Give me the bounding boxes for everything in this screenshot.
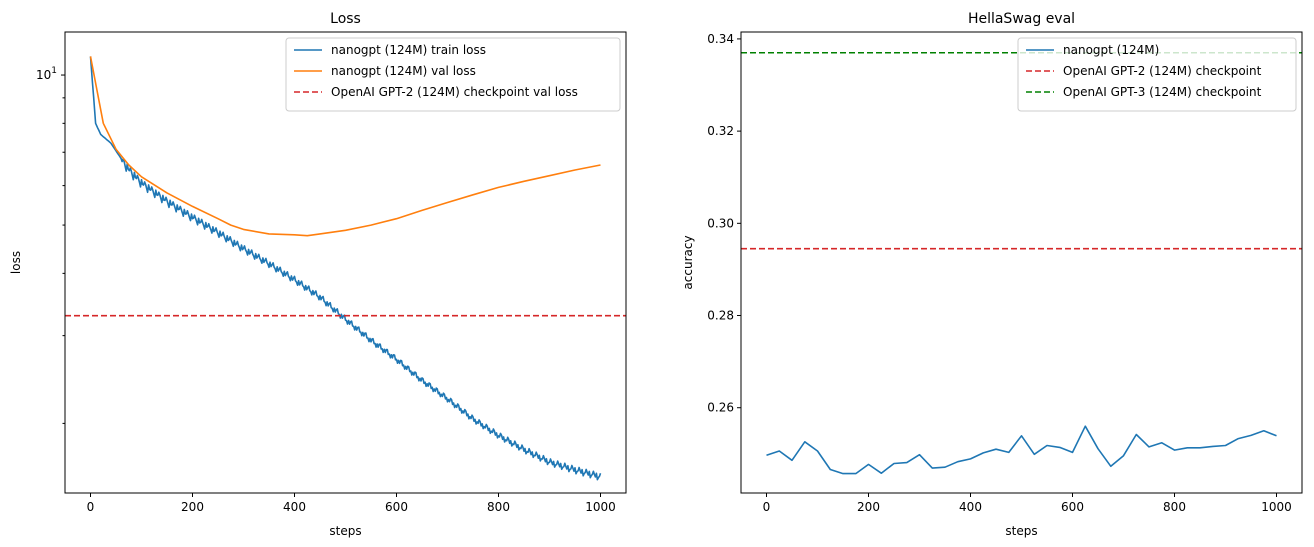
hellaswag-chart: HellaSwag eval 0 200 400 600 800 1000 0.26 0.28… [681,11,1303,538]
loss-chart-title: Loss [330,11,361,27]
hellaswag-ylabel: accuracy [681,235,695,289]
loss-xtick-label: 1000 [585,500,616,514]
loss-xtick-label: 200 [181,500,204,514]
loss-ylabel: loss [9,251,23,274]
loss-ytick-label: 101 [36,66,57,82]
hellaswag-legend-label: OpenAI GPT-2 (124M) checkpoint [1063,64,1262,78]
hellaswag-ytick-label: 0.34 [707,32,734,46]
hellaswag-xtick-label: 400 [959,500,982,514]
hellaswag-series-nanogpt-124m [766,425,1277,475]
loss-xtick-label: 0 [87,500,95,514]
hellaswag-legend-label: OpenAI GPT-3 (124M) checkpoint [1063,85,1262,99]
hellaswag-ytick-label: 0.28 [707,309,734,323]
loss-plot-area [65,56,626,481]
loss-xlabel: steps [329,524,361,538]
loss-axes-frame [64,31,627,494]
loss-xtick-label: 600 [385,500,408,514]
hellaswag-xlabel: steps [1005,524,1037,538]
loss-legend-label: OpenAI GPT-2 (124M) checkpoint val loss [331,85,578,99]
loss-series-nanogpt-124m-val-loss [89,56,601,237]
loss-series-nanogpt-124m-train-loss [89,56,602,481]
loss-xtick-label: 800 [487,500,510,514]
hellaswag-plot-area [741,51,1302,475]
hellaswag-ytick-label: 0.26 [707,401,734,415]
hellaswag-legend-label: nanogpt (124M) [1063,43,1159,57]
loss-legend: nanogpt (124M) train loss nanogpt (124M) … [285,37,621,112]
hellaswag-legend: nanogpt (124M) OpenAI GPT-2 (124M) checkp… [1017,37,1297,112]
loss-legend-label: nanogpt (124M) val loss [331,64,476,78]
loss-ticks: 0 200 400 600 800 1000 101 [36,66,616,514]
hellaswag-xtick-label: 0 [763,500,771,514]
hellaswag-xtick-label: 600 [1061,500,1084,514]
hellaswag-xtick-label: 1000 [1261,500,1292,514]
hellaswag-xtick-label: 800 [1163,500,1186,514]
hellaswag-legend-box [1017,37,1297,112]
hellaswag-ytick-label: 0.32 [707,124,734,138]
loss-legend-box [285,37,621,112]
hellaswag-ticks: 0 200 400 600 800 1000 0.26 0.28 0.30 0.32 0.34 [707,32,1291,514]
hellaswag-axes-frame [740,31,1303,494]
loss-xtick-label: 400 [283,500,306,514]
loss-chart: Loss 0 200 400 600 800 1000 101 steps loss nan… [9,11,627,538]
hellaswag-chart-title: HellaSwag eval [968,11,1075,27]
hellaswag-ytick-label: 0.30 [707,216,734,230]
loss-legend-label: nanogpt (124M) train loss [331,43,486,57]
hellaswag-xtick-label: 200 [857,500,880,514]
